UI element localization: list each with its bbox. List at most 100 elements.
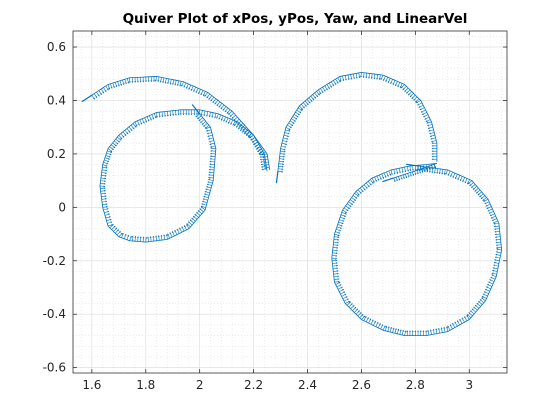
quiver-arrow <box>489 279 495 282</box>
quiver-arrow-head <box>283 150 286 153</box>
quiver-arrow-head <box>352 201 355 203</box>
quiver-arrow-head <box>201 200 204 203</box>
quiver-arrow-head <box>147 119 150 122</box>
quiver-arrow <box>161 111 163 117</box>
quiver-arrow-head <box>126 132 129 135</box>
quiver-arrow <box>220 104 225 110</box>
quiver-arrow <box>144 117 147 123</box>
quiver-arrow <box>387 326 390 332</box>
quiver-arrow-head <box>402 329 404 332</box>
quiver-arrow <box>261 166 267 168</box>
quiver-arrow-head <box>107 160 110 163</box>
quiver-arrow <box>485 203 491 207</box>
quiver-arrow <box>332 265 338 267</box>
quiver-arrow-head <box>312 98 315 101</box>
quiver-arrow <box>333 80 337 85</box>
quiver-arrow <box>446 326 448 332</box>
quiver-arrow <box>476 189 481 194</box>
quiver-arrow-head <box>347 78 350 81</box>
quiver-arrow-head <box>426 121 429 124</box>
quiver-arrow-head <box>438 172 441 175</box>
quiver-arrow <box>106 152 112 156</box>
quiver-arrow-head <box>337 280 341 283</box>
quiver-arrow-head <box>370 77 373 80</box>
quiver-arrow-head <box>289 126 293 129</box>
quiver-arrow-head <box>187 221 190 224</box>
quiver-arrow-head <box>486 284 489 286</box>
quiver-arrow-head <box>449 324 452 327</box>
quiver-arrow-head <box>150 80 153 83</box>
quiver-arrow-head <box>233 124 236 127</box>
quiver-arrow <box>496 247 502 249</box>
quiver-arrow <box>431 140 437 143</box>
quiver-arrow-head <box>190 89 193 92</box>
quiver-arrow <box>411 94 416 99</box>
quiver-arrow-head <box>139 80 142 83</box>
quiver-arrow-head <box>480 197 483 200</box>
quiver-arrow <box>349 199 355 203</box>
quiver-arrow <box>109 146 114 151</box>
quiver-arrow-head <box>352 304 355 307</box>
quiver-arrow-head <box>441 172 444 175</box>
quiver-arrow-head <box>221 118 223 121</box>
quiver-arrow-head <box>401 170 404 174</box>
quiver-arrow <box>408 91 412 96</box>
quiver-arrow-head <box>447 173 450 177</box>
quiver-arrow <box>248 133 252 138</box>
quiver-arrow <box>193 86 196 92</box>
quiver-arrow-head <box>104 195 107 198</box>
quiver-arrow <box>203 196 209 199</box>
quiver-arrow-head <box>260 163 263 166</box>
quiver-arrow <box>340 291 346 295</box>
quiver-arrow-head <box>340 227 343 229</box>
quiver-arrow-head <box>353 198 357 201</box>
quiver-arrow-head <box>223 119 226 122</box>
quiver-arrow <box>495 256 501 259</box>
quiver-arrow-head <box>201 123 204 125</box>
quiver-arrow-head <box>203 94 205 97</box>
quiver-arrow-head <box>167 82 170 85</box>
quiver-arrow <box>350 305 355 310</box>
quiver-arrow <box>395 81 398 87</box>
quiver-arrow-head <box>130 235 132 238</box>
quiver-arrow <box>244 129 248 135</box>
quiver-arrow <box>402 174 405 179</box>
quiver-arrow <box>134 121 138 127</box>
quiver-arrow <box>449 324 453 330</box>
quiver-arrow-head <box>200 206 203 209</box>
quiver-arrow-head <box>429 329 432 332</box>
quiver-arrow <box>113 227 118 232</box>
quiver-arrow <box>202 201 208 203</box>
quiver-arrow-head <box>336 241 340 244</box>
quiver-arrow <box>280 148 286 151</box>
quiver-arrow <box>240 124 245 129</box>
quiver-arrow <box>400 175 403 180</box>
quiver-arrow-head <box>241 130 244 133</box>
quiver-arrow-head <box>427 127 430 129</box>
quiver-arrow-head <box>155 235 158 238</box>
quiver-arrow <box>189 219 194 224</box>
quiver-arrow <box>99 185 105 187</box>
quiver-arrow-head <box>281 170 284 173</box>
quiver-arrow <box>163 234 165 240</box>
quiver-arrow-head <box>494 233 497 236</box>
quiver-arrow-head <box>199 121 203 124</box>
quiver-arrow-head <box>426 170 429 173</box>
quiver-arrow-head <box>336 267 339 270</box>
quiver-arrow <box>291 118 296 122</box>
quiver-arrow-head <box>431 150 434 153</box>
quiver-arrow <box>214 100 219 105</box>
quiver-arrow <box>107 224 113 227</box>
quiver-arrow-head <box>109 153 112 156</box>
quiver-arrow <box>337 77 341 83</box>
quiver-arrow-head <box>115 227 118 230</box>
quiver-arrow <box>369 179 374 184</box>
quiver-arrow-head <box>356 308 359 311</box>
quiver-arrow-head <box>356 194 360 197</box>
quiver-arrow <box>207 134 213 137</box>
quiver-arrow-head <box>152 235 155 238</box>
quiver-arrow-head <box>164 81 167 84</box>
quiver-arrow-head <box>159 80 162 83</box>
quiver-arrow <box>429 134 435 137</box>
quiver-arrow <box>186 83 189 89</box>
